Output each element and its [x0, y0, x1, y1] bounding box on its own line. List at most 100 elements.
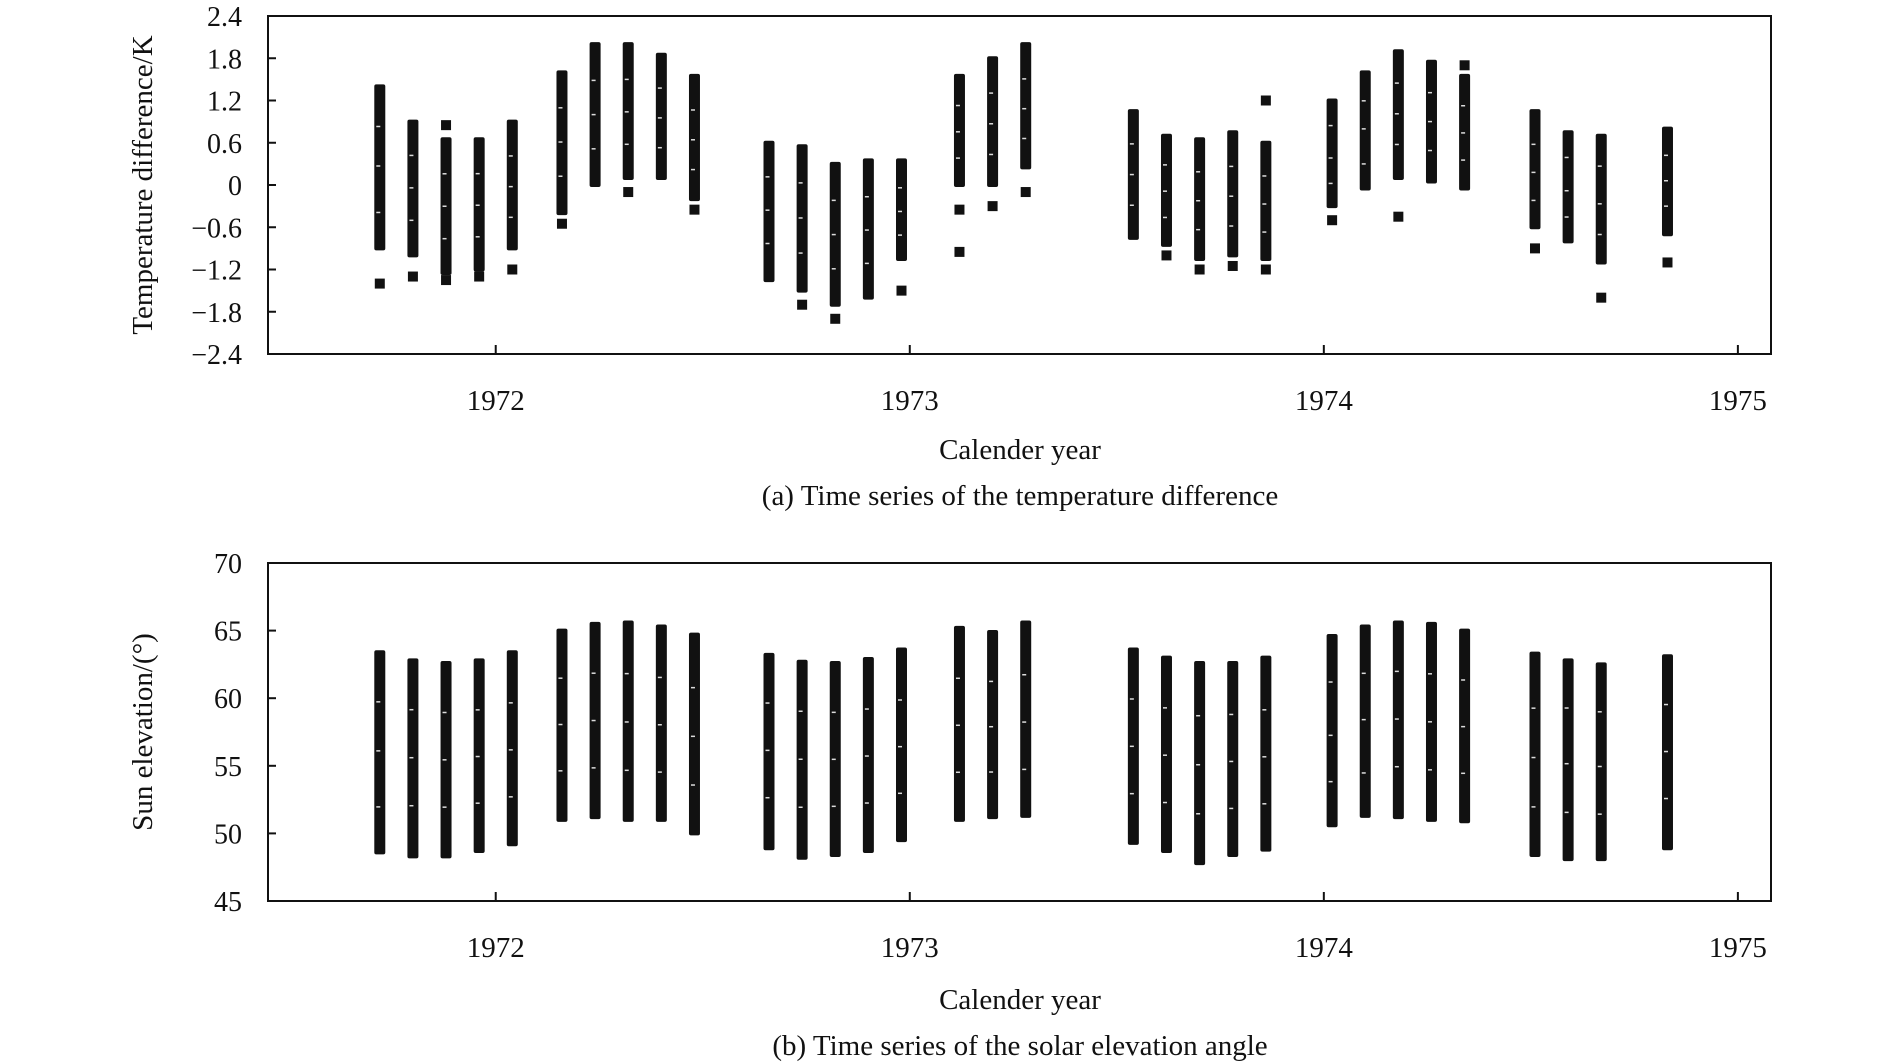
data-gap — [1129, 792, 1134, 795]
data-gap — [864, 802, 869, 804]
y-tick-label: 55 — [214, 752, 242, 783]
data-gap — [591, 719, 596, 722]
data-gap — [475, 172, 480, 175]
data-gap — [1328, 157, 1333, 159]
data-gap — [1129, 173, 1134, 176]
data-gap — [376, 701, 381, 703]
plot-frame-b — [267, 562, 1772, 902]
data-gap — [558, 107, 563, 109]
data-gap — [1229, 225, 1234, 227]
x-tick-label: 1974 — [1295, 932, 1354, 964]
data-gap — [409, 708, 414, 711]
x-tick-label: 1974 — [1295, 385, 1354, 417]
data-gap — [1461, 725, 1466, 728]
data-point — [1161, 250, 1172, 261]
data-gap — [989, 123, 994, 125]
data-cluster — [506, 650, 518, 847]
data-cluster — [655, 624, 667, 822]
data-cluster — [622, 42, 634, 180]
x-ticks-a: 1972 1973 1974 1975 — [467, 345, 1767, 417]
data-cluster — [374, 84, 386, 251]
data-gap — [1022, 768, 1027, 771]
data-gap — [1162, 754, 1167, 756]
x-tick-label: 1972 — [467, 385, 525, 417]
data-gap — [1531, 806, 1536, 808]
data-gap — [864, 755, 869, 757]
data-gap — [376, 165, 381, 167]
data-gap — [831, 805, 836, 808]
data-gap — [475, 236, 480, 238]
data-gap — [409, 154, 414, 157]
y-ticks-a: 2.4 1.8 1.2 0.6 0 −0.6 −1.2 −1.8 −2.4 — [191, 2, 276, 371]
data-point — [1662, 257, 1673, 268]
data-gap — [624, 143, 629, 146]
data-gap — [1597, 165, 1602, 167]
data-gap — [1196, 813, 1201, 815]
data-point — [1459, 60, 1470, 71]
data-gap — [690, 109, 695, 111]
data-gap — [624, 78, 629, 81]
data-gap — [558, 175, 563, 177]
data-point — [407, 271, 418, 282]
data-cluster — [763, 652, 775, 851]
data-gap — [558, 677, 563, 679]
data-gap — [690, 686, 695, 689]
y-tick-label: −1.2 — [191, 256, 242, 287]
data-gap — [1461, 679, 1466, 681]
data-gap — [1663, 154, 1668, 157]
data-gap — [1597, 203, 1602, 205]
data-cluster — [953, 625, 965, 822]
data-cluster — [1529, 651, 1541, 858]
data-point — [1529, 243, 1540, 254]
data-gap — [624, 769, 629, 772]
x-tick-label: 1972 — [467, 932, 525, 964]
data-gap — [1129, 143, 1134, 145]
data-point — [441, 120, 452, 131]
data-gap — [798, 252, 803, 254]
data-cluster — [953, 73, 965, 187]
data-gap — [1361, 718, 1366, 721]
data-gap — [831, 268, 836, 270]
data-gap — [508, 749, 513, 751]
data-gap — [1361, 128, 1366, 130]
data-gap — [558, 770, 563, 772]
data-gap — [1022, 673, 1027, 676]
data-gap — [1196, 171, 1201, 173]
data-point — [689, 204, 700, 215]
data-gap — [376, 125, 381, 128]
data-gap — [897, 792, 902, 795]
data-gap — [1531, 171, 1536, 174]
data-point — [1227, 260, 1238, 271]
data-gap — [864, 195, 869, 198]
data-cluster — [1227, 661, 1239, 858]
data-cluster — [1529, 109, 1541, 230]
data-gap — [1361, 100, 1366, 102]
data-gap — [1229, 807, 1234, 810]
data-gap — [831, 758, 836, 761]
data-cluster — [1260, 655, 1272, 852]
data-gap — [765, 209, 770, 211]
data-gap — [1162, 707, 1167, 709]
data-gap — [475, 204, 480, 206]
data-cluster — [688, 73, 700, 202]
data-cluster — [655, 52, 667, 180]
data-point — [474, 271, 485, 282]
data-point — [830, 313, 841, 324]
data-gap — [690, 168, 695, 171]
y-tick-label: 60 — [214, 684, 242, 715]
scatter-marks-b — [374, 620, 1673, 866]
data-gap — [1597, 765, 1602, 768]
data-gap — [1461, 159, 1466, 161]
caption-a: (a) Time series of the temperature diffe… — [762, 480, 1278, 512]
data-gap — [1663, 205, 1668, 207]
data-point — [1260, 95, 1271, 106]
data-gap — [1531, 707, 1536, 709]
data-gap — [409, 187, 414, 189]
data-cluster — [895, 647, 907, 843]
data-gap — [409, 756, 414, 759]
data-gap — [1262, 709, 1267, 711]
data-gap — [1328, 734, 1333, 737]
data-gap — [798, 758, 803, 760]
data-point — [954, 204, 965, 215]
data-cluster — [1020, 42, 1032, 170]
